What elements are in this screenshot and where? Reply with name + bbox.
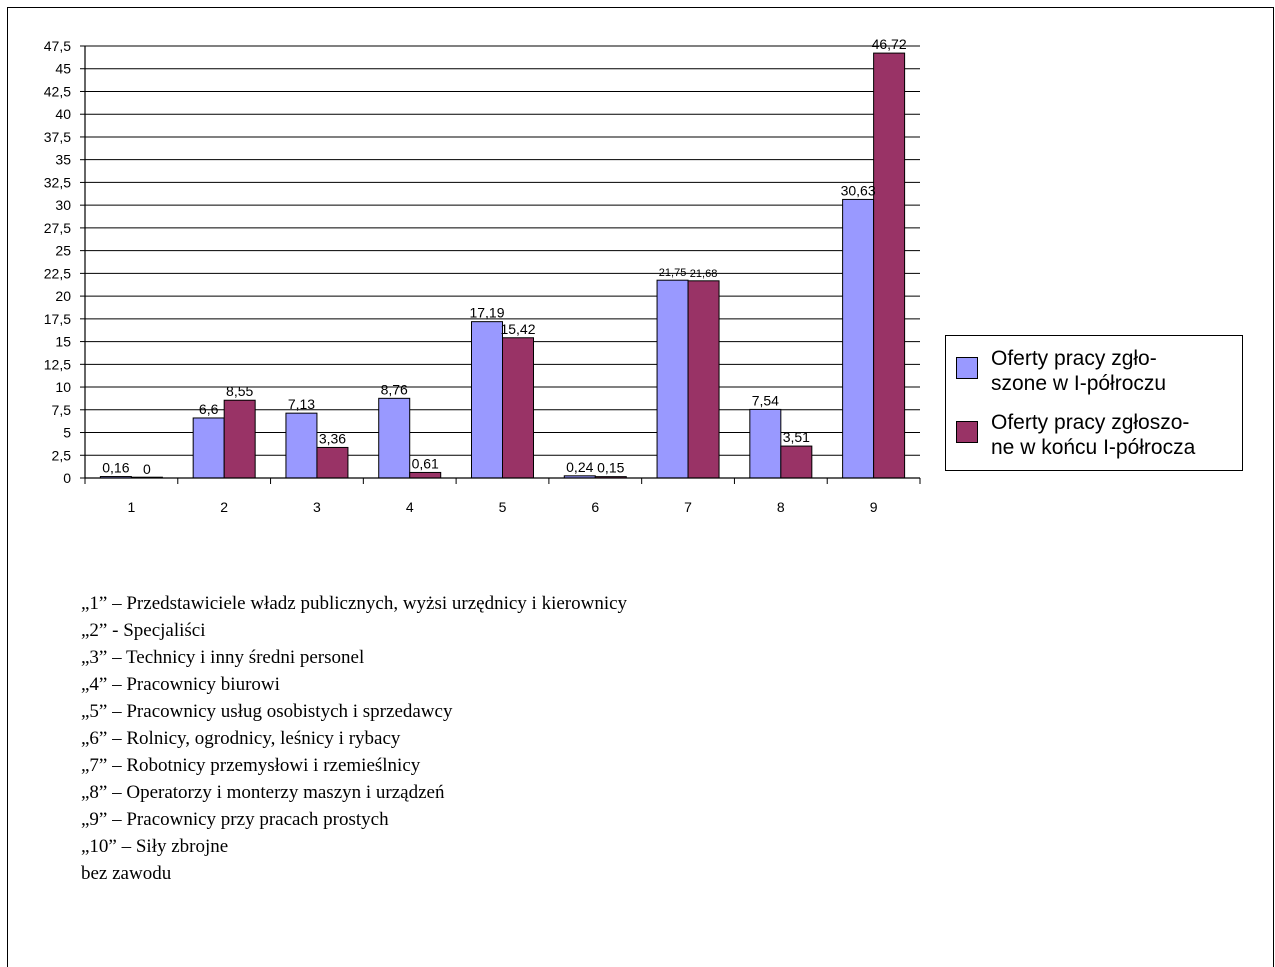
bar-series-1 — [378, 397, 411, 479]
data-label-series-2: 3,51 — [783, 429, 810, 445]
bar-series-1 — [285, 412, 318, 479]
legend-swatch-series-1 — [956, 357, 978, 379]
data-label-series-1: 30,63 — [841, 182, 876, 198]
legend-swatch-series-2 — [956, 421, 978, 443]
bar-series-2 — [409, 471, 442, 479]
x-tick-label: 4 — [406, 499, 414, 515]
data-label-series-1: 0,16 — [102, 460, 129, 476]
axes: 02,557,51012,51517,52022,52527,53032,535… — [44, 38, 921, 515]
bar-series-2 — [780, 445, 813, 479]
y-tick-label: 0 — [63, 470, 71, 486]
y-tick-label: 12,5 — [44, 356, 71, 372]
note-line: „5” – Pracownicy usług osobistych i sprz… — [81, 701, 453, 722]
data-label-series-1: 7,13 — [288, 396, 315, 412]
note-line: „4” – Pracownicy biurowi — [81, 674, 280, 695]
data-label-series-2: 0 — [143, 461, 151, 477]
legend-item-series-1: Oferty pracy zgło- szone w I-półroczu — [956, 346, 1166, 396]
y-tick-label: 25 — [55, 243, 71, 259]
category-notes: „1” – Przedstawiciele władz publicznych,… — [81, 590, 627, 887]
x-tick-label: 2 — [220, 499, 228, 515]
bar-series-1 — [656, 279, 689, 479]
y-tick-label: 47,5 — [44, 38, 71, 54]
bar-series-2 — [502, 337, 534, 479]
data-label-series-1: 17,19 — [469, 305, 504, 321]
y-tick-label: 15 — [55, 334, 71, 350]
y-tick-label: 35 — [55, 152, 71, 168]
note-line: „10” – Siły zbrojne — [81, 836, 229, 857]
y-tick-label: 10 — [55, 379, 71, 395]
y-tick-label: 2,5 — [52, 447, 72, 463]
y-tick-label: 40 — [55, 106, 71, 122]
bar-series-1 — [471, 321, 503, 479]
data-label-series-2: 8,55 — [226, 383, 253, 399]
data-labels: 0,16 6,6 7,13 8,76 17,19 0,24 21,75 7,54 30,63 0 8… — [102, 36, 907, 477]
note-line: bez zawodu — [81, 863, 172, 884]
bars — [99, 52, 906, 479]
y-tick-label: 37,5 — [44, 129, 71, 145]
y-tick-label: 27,5 — [44, 220, 71, 236]
legend-item-series-2: Oferty pracy zgłoszo- ne w końcu I-półro… — [956, 410, 1195, 460]
y-tick-label: 17,5 — [44, 311, 71, 327]
data-label-series-1: 21,75 — [659, 267, 687, 279]
y-tick-label: 42,5 — [44, 83, 71, 99]
bar-series-2 — [316, 446, 349, 479]
y-tick-label: 5 — [63, 425, 71, 441]
legend-label-series-2: Oferty pracy zgłoszo- ne w końcu I-półro… — [991, 411, 1196, 459]
y-tick-label: 32,5 — [44, 174, 71, 190]
y-tick-label: 30 — [55, 197, 71, 213]
page-frame — [7, 7, 1274, 967]
data-label-series-2: 3,36 — [319, 430, 346, 446]
data-label-series-1: 7,54 — [752, 392, 779, 408]
x-tick-label: 8 — [777, 499, 785, 515]
x-tick-label: 3 — [313, 499, 321, 515]
data-label-series-2: 46,72 — [872, 36, 907, 52]
x-tick-label: 1 — [127, 499, 135, 515]
data-label-series-2: 15,42 — [500, 321, 535, 337]
y-tick-label: 20 — [55, 288, 71, 304]
x-tick-label: 5 — [499, 499, 507, 515]
note-line: „1” – Przedstawiciele władz publicznych,… — [81, 593, 628, 614]
bar-series-2 — [687, 280, 720, 479]
data-label-series-2: 0,61 — [412, 455, 439, 471]
x-tick-label: 6 — [591, 499, 599, 515]
bar-series-2 — [223, 399, 256, 479]
bar-series-1 — [192, 417, 225, 479]
gridlines — [85, 45, 920, 456]
note-line: „7” – Robotnicy przemysłowi i rzemieślni… — [81, 755, 421, 776]
data-label-series-1: 8,76 — [381, 381, 408, 397]
y-tick-label: 7,5 — [52, 402, 72, 418]
data-label-series-1: 0,24 — [566, 459, 593, 475]
data-label-series-2: 21,68 — [690, 268, 718, 280]
chart-legend: Oferty pracy zgło- szone w I-półroczu Of… — [945, 335, 1243, 471]
note-line: „2” - Specjaliści — [81, 620, 206, 641]
note-line: „6” – Rolnicy, ogrodnicy, leśnicy i ryba… — [81, 728, 401, 749]
y-tick-label: 45 — [55, 61, 71, 77]
data-label-series-2: 0,15 — [597, 460, 624, 476]
note-line: „8” – Operatorzy i monterzy maszyn i urz… — [81, 782, 445, 803]
bar-series-1 — [749, 408, 782, 479]
legend-label-series-1: Oferty pracy zgło- szone w I-półroczu — [991, 347, 1167, 395]
data-label-series-1: 6,6 — [199, 401, 219, 417]
bar-series-1 — [842, 198, 875, 479]
y-tick-label: 22,5 — [44, 265, 71, 281]
x-tick-label: 7 — [684, 499, 692, 515]
x-tick-label: 9 — [870, 499, 878, 515]
note-line: „3” – Technicy i inny średni personel — [81, 647, 365, 668]
note-line: „9” – Pracownicy przy pracach prostych — [81, 809, 389, 830]
bar-series-2 — [873, 52, 906, 479]
